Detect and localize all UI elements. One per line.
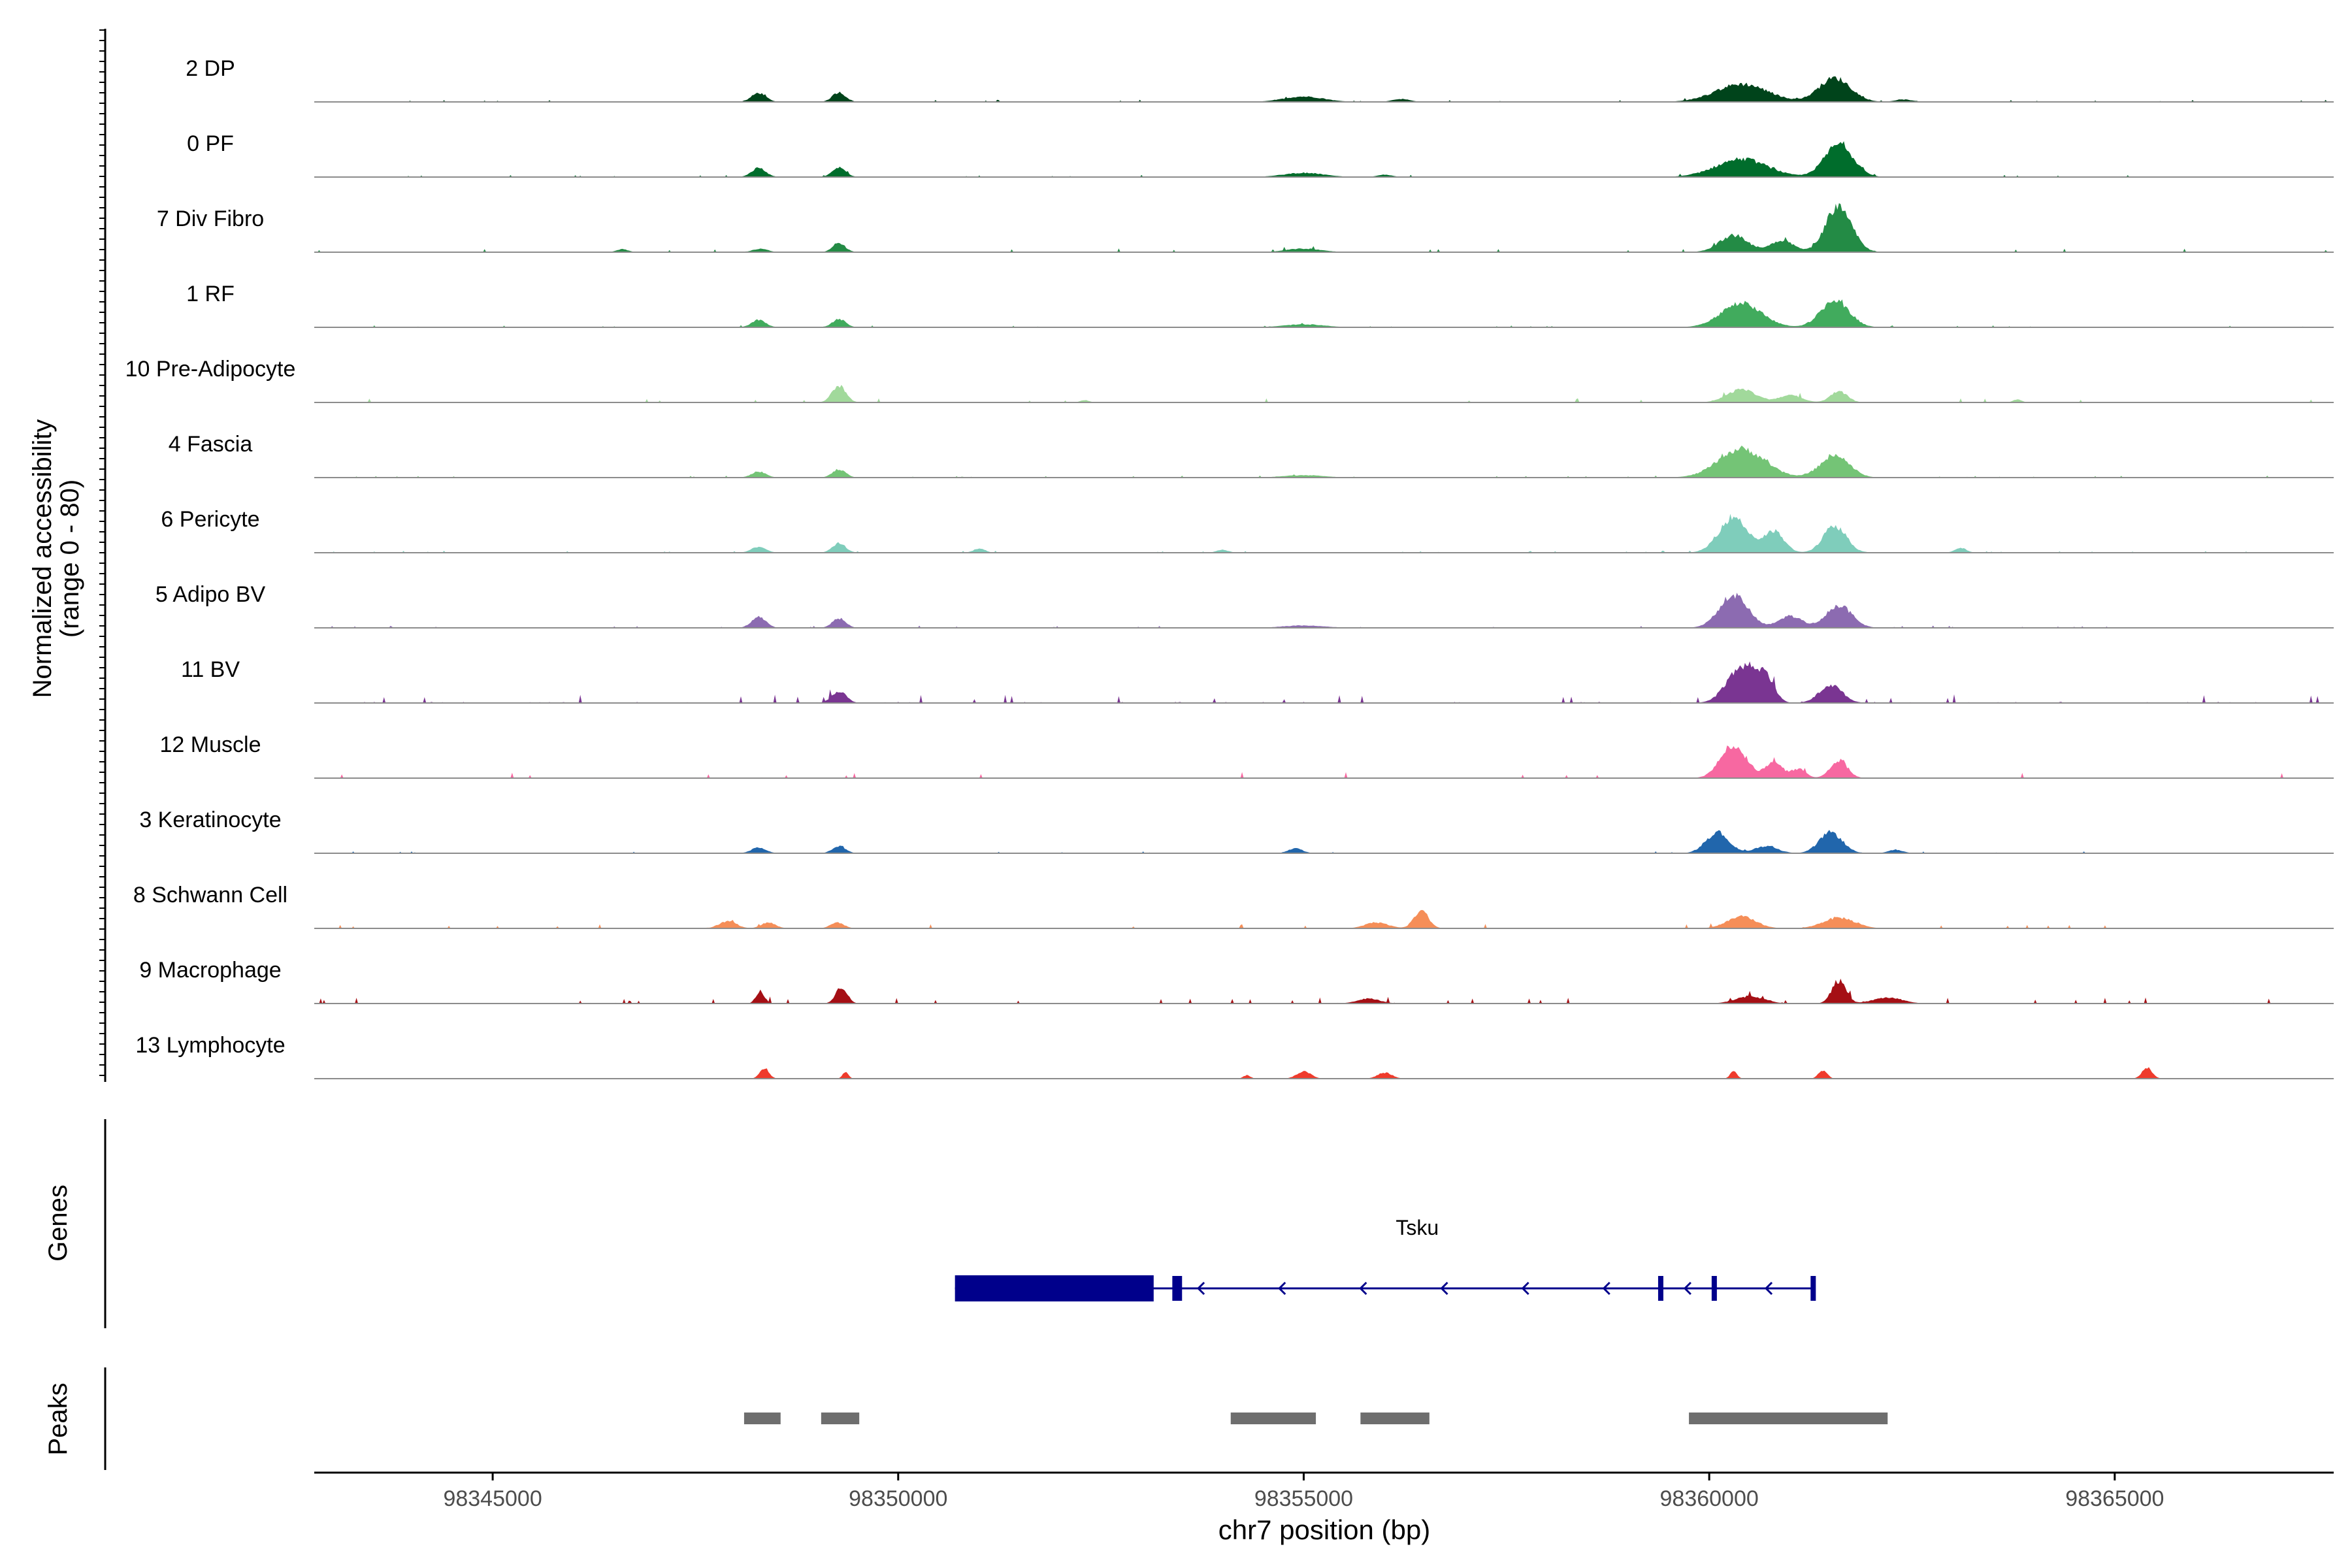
coverage-tracks: 2 DP 0 PF 7 Div Fibro 1 RF 10 Pre-Adipocyte 4… <box>125 56 2334 1079</box>
track-label: 4 Fascia <box>169 432 253 457</box>
strand-arrow <box>1764 1281 1773 1296</box>
coverage-area <box>314 661 2334 703</box>
exon <box>955 1275 1154 1301</box>
track-9-macrophage: 9 Macrophage <box>139 958 2334 1004</box>
coverage-area <box>314 385 2334 402</box>
peak-interval <box>743 1413 781 1424</box>
peak-interval <box>1689 1413 1888 1424</box>
exon <box>1172 1276 1183 1301</box>
coverage-area <box>314 299 2334 327</box>
exon <box>1711 1276 1717 1301</box>
track-label: 12 Muscle <box>160 732 261 757</box>
x-axis-ticks: 98345000 98350000 98355000 98360000 98365000 <box>443 1473 2164 1511</box>
coverage-area <box>314 1067 2334 1079</box>
coverage-area <box>314 830 2334 853</box>
strand-arrow <box>1602 1281 1610 1296</box>
coverage-area <box>314 76 2334 102</box>
coverage-area <box>314 514 2334 553</box>
track-label: 6 Pericyte <box>161 507 259 532</box>
track-label: 8 Schwann Cell <box>133 883 287 907</box>
track-label: 0 PF <box>187 131 234 156</box>
coverage-y-ticks <box>99 29 105 1076</box>
x-tick-label: 98360000 <box>1660 1486 1759 1511</box>
x-tick-label: 98365000 <box>2065 1486 2164 1511</box>
strand-arrow <box>1278 1281 1286 1296</box>
exon <box>1810 1276 1816 1301</box>
coverage-y-axis-label: Normalized accessibility <box>28 419 57 698</box>
track-4-fascia: 4 Fascia <box>169 432 2334 478</box>
coverage-area <box>314 909 2334 928</box>
track-6-pericyte: 6 Pericyte <box>161 507 2334 553</box>
strand-arrow <box>1521 1281 1529 1296</box>
track-5-adipo-bv: 5 Adipo BV <box>155 582 2334 629</box>
x-tick-label: 98345000 <box>443 1486 542 1511</box>
coverage-area <box>314 593 2334 628</box>
track-10-pre-adipocyte: 10 Pre-Adipocyte <box>125 357 2334 403</box>
coverage-area <box>314 446 2334 478</box>
track-label: 3 Keratinocyte <box>139 808 281 832</box>
track-0-pf: 0 PF <box>187 131 2334 178</box>
strand-arrow <box>1196 1281 1205 1296</box>
coverage-area <box>314 203 2334 252</box>
track-label: 9 Macrophage <box>139 958 281 983</box>
peaks-track <box>743 1413 1888 1424</box>
track-label: 7 Div Fibro <box>157 206 264 231</box>
gene-label: Tsku <box>1396 1216 1439 1239</box>
track-7-div-fibro: 7 Div Fibro <box>157 203 2334 253</box>
strand-arrow <box>1359 1281 1367 1296</box>
track-label: 2 DP <box>186 56 235 81</box>
track-11-bv: 11 BV <box>181 657 2334 704</box>
track-8-schwann-cell: 8 Schwann Cell <box>133 883 2334 929</box>
exon <box>1658 1276 1663 1301</box>
peaks-track-label: Peaks <box>44 1382 73 1455</box>
track-label: 10 Pre-Adipocyte <box>125 357 296 382</box>
track-label: 13 Lymphocyte <box>135 1033 285 1058</box>
strand-arrow <box>1683 1281 1691 1296</box>
coverage-y-axis-range-label: (range 0 - 80) <box>56 480 84 638</box>
peak-interval <box>1230 1413 1316 1424</box>
track-2-dp: 2 DP <box>186 56 2334 103</box>
coverage-area <box>314 745 2334 778</box>
track-label: 5 Adipo BV <box>155 582 266 607</box>
track-12-muscle: 12 Muscle <box>160 732 2334 779</box>
track-3-keratinocyte: 3 Keratinocyte <box>139 808 2334 854</box>
gene-track: Tsku <box>955 1216 1816 1301</box>
x-tick-label: 98350000 <box>849 1486 947 1511</box>
coverage-area <box>314 978 2334 1004</box>
peak-interval <box>821 1413 860 1424</box>
track-label: 1 RF <box>186 282 235 306</box>
track-label: 11 BV <box>181 657 240 682</box>
strand-arrow <box>1440 1281 1448 1296</box>
x-axis-label: chr7 position (bp) <box>1218 1514 1431 1545</box>
coverage-area <box>314 141 2334 177</box>
track-1-rf: 1 RF <box>186 282 2334 328</box>
peak-interval <box>1360 1413 1429 1424</box>
x-tick-label: 98355000 <box>1254 1486 1353 1511</box>
track-13-lymphocyte: 13 Lymphocyte <box>135 1033 2334 1079</box>
genes-track-label: Genes <box>44 1184 73 1262</box>
